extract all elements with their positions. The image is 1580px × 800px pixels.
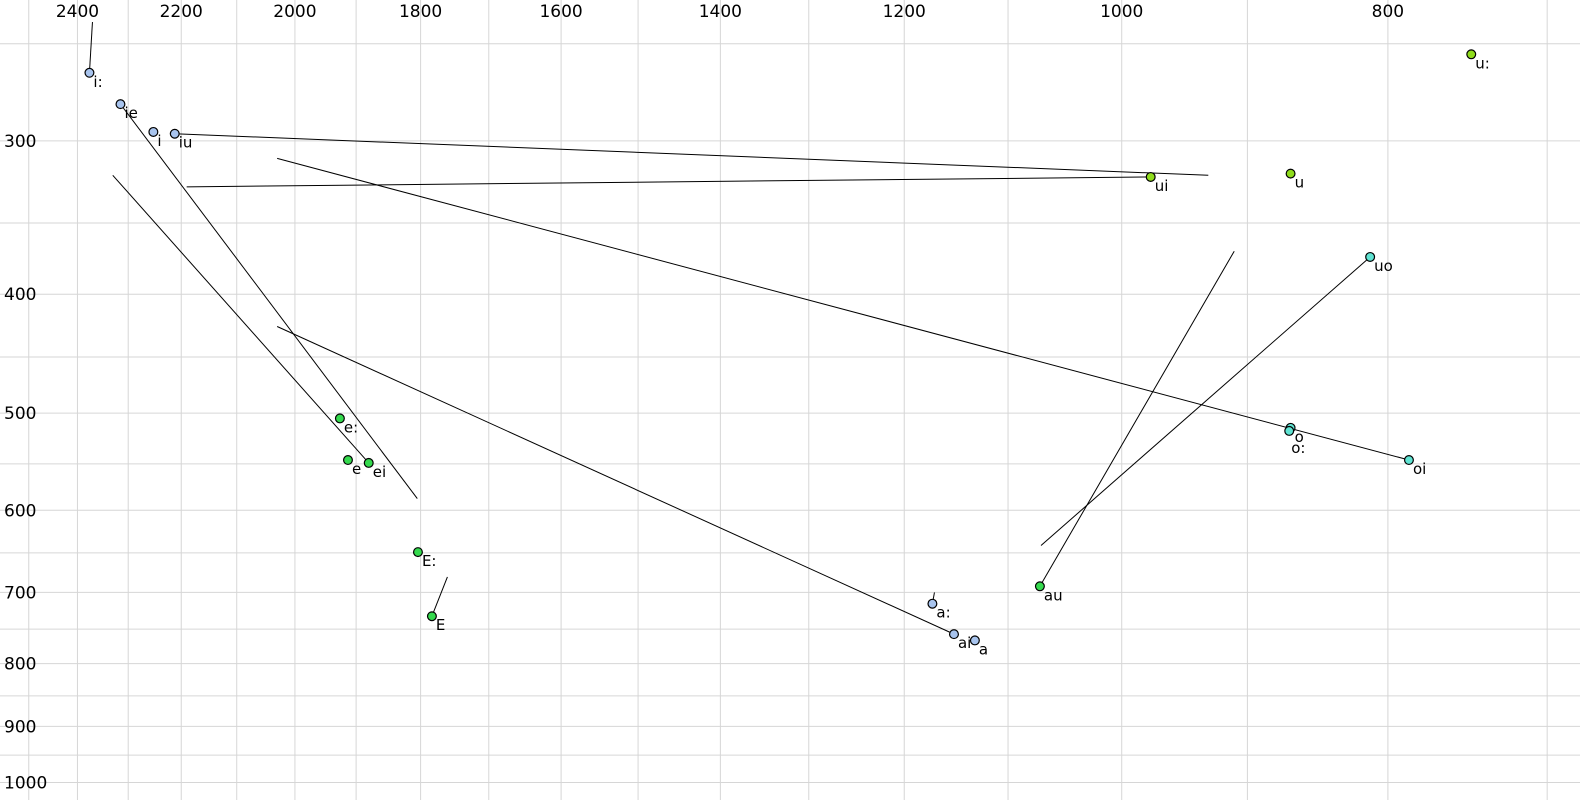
x-tick-label: 800 xyxy=(1372,2,1404,22)
vowel-point-oi xyxy=(1403,455,1414,466)
y-tick-label: 700 xyxy=(4,583,36,603)
x-tick-label: 2200 xyxy=(160,2,203,22)
x-tick-label: 1800 xyxy=(399,2,442,22)
series-mid-back-vowels-cyan: uo oo: oi xyxy=(1284,251,1426,478)
trajectory-line-ui xyxy=(186,176,1151,188)
vowel-point-label-e:: e: xyxy=(344,418,358,436)
vowel-point-label-i: i xyxy=(157,132,161,150)
trajectory-lines xyxy=(88,21,1410,635)
trajectory-line-oi xyxy=(277,157,1410,461)
trajectory-line-i: xyxy=(88,21,93,73)
vowel-points: i: ie i iu a: ai a e: e ei E: Eau u: ui u uo oo: oi xyxy=(84,49,1490,658)
trajectory-line-uo xyxy=(1040,256,1371,546)
vowel-point-E: xyxy=(412,547,423,558)
vowel-point-ui xyxy=(1145,171,1156,182)
vowel-point-label-o:: o: xyxy=(1291,439,1305,457)
y-tick-label: 600 xyxy=(4,501,36,521)
vowel-point-u xyxy=(1285,168,1296,179)
trajectory-line-iu xyxy=(174,133,1209,176)
x-tick-label: 2000 xyxy=(273,2,316,22)
y-tick-label: 400 xyxy=(4,285,36,305)
vowel-point-label-E: E xyxy=(436,616,445,634)
x-tick-label: 1000 xyxy=(1100,2,1143,22)
trajectory-line-au xyxy=(1039,250,1235,587)
vowel-point-label-au: au xyxy=(1044,586,1063,604)
vowel-point-label-o: o xyxy=(1295,428,1304,446)
vowel-point-E xyxy=(426,611,437,622)
vowel-point-label-E:: E: xyxy=(422,552,437,570)
vowel-point-u: xyxy=(1466,49,1477,60)
vowel-point-o: xyxy=(1284,425,1295,436)
vowel-point-e xyxy=(342,455,353,466)
series-mid-vowels-green: e: e ei E: Eau xyxy=(334,413,1063,634)
vowel-point-ai xyxy=(948,629,959,640)
vowel-point-label-uo: uo xyxy=(1374,257,1393,275)
y-tick-label: 800 xyxy=(4,655,36,675)
series-high-back-vowels-yellowgreen: u: ui u xyxy=(1145,49,1490,195)
vowel-point-label-ui: ui xyxy=(1155,177,1169,195)
vowel-point-i: xyxy=(84,67,95,78)
trajectory-line-ei xyxy=(112,174,370,464)
vowel-point-label-u:: u: xyxy=(1475,54,1490,72)
vowel-point-iu xyxy=(169,128,180,139)
vowel-point-label-ai: ai xyxy=(958,634,971,652)
trajectory-line-E xyxy=(431,576,448,617)
y-tick-label: 900 xyxy=(4,717,36,737)
y-tick-label: 300 xyxy=(4,132,36,152)
y-tick-label: 1000 xyxy=(4,773,47,793)
vowel-point-ie xyxy=(115,99,126,110)
vowel-point-label-a:: a: xyxy=(936,604,950,622)
vowel-point-uo xyxy=(1365,251,1376,262)
x-axis-tick-labels: 2400 2200 2000 1800 1600 1400 1200 1000 800 xyxy=(56,2,1404,22)
vowel-point-label-oi: oi xyxy=(1413,460,1426,478)
vowel-point-label-ei: ei xyxy=(373,463,386,481)
series-front-vowels-blue: i:iei iua:ai a xyxy=(84,67,988,658)
vowel-point-label-ie: ie xyxy=(124,104,137,122)
vowel-point-label-a: a xyxy=(979,640,988,658)
vowel-point-label-u: u xyxy=(1295,174,1305,192)
x-tick-label: 2400 xyxy=(56,2,99,22)
x-tick-label: 1600 xyxy=(539,2,582,22)
vowel-point-ei xyxy=(363,457,374,468)
vowel-point-au xyxy=(1034,581,1045,592)
vowel-point-label-i:: i: xyxy=(93,73,102,91)
x-tick-label: 1400 xyxy=(699,2,742,22)
trajectory-line-ai xyxy=(276,326,955,635)
trajectory-line-ie xyxy=(120,103,418,499)
vowel-point-i xyxy=(148,126,159,137)
vowel-point-label-iu: iu xyxy=(179,134,193,152)
y-tick-label: 500 xyxy=(4,404,36,424)
vowel-point-a xyxy=(969,635,980,646)
y-axis-tick-labels: 300 400 500 600 700 800 900 1000 xyxy=(4,132,47,794)
vowel-point-a: xyxy=(927,598,938,609)
vowel-point-label-e: e xyxy=(352,460,361,478)
vowel-point-e: xyxy=(334,413,345,424)
x-tick-label: 1200 xyxy=(883,2,926,22)
